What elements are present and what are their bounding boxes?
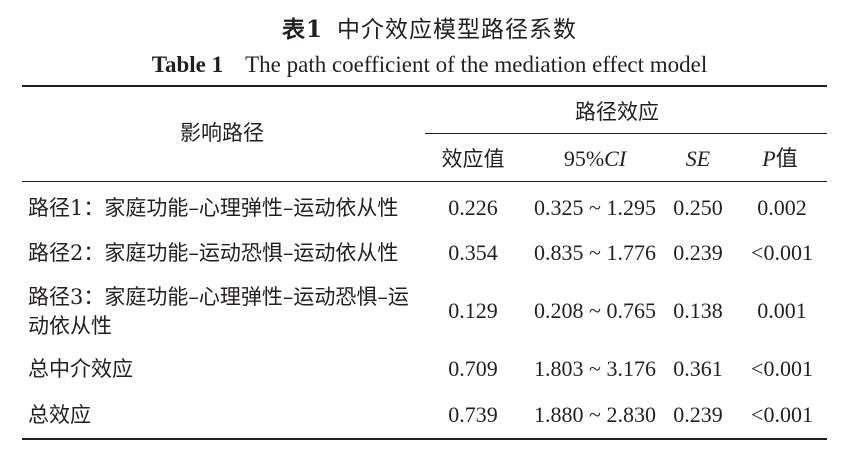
bottom-rule (22, 438, 827, 440)
header-p: P值 (745, 144, 815, 174)
row-4-se: 0.361 (673, 356, 723, 381)
row-1-ci: 0.325 ~ 1.295 (534, 195, 656, 220)
header-effect-value-text: 效应值 (441, 147, 505, 171)
top-rule (22, 85, 827, 87)
row-4-value: 0.709 (448, 356, 498, 381)
row-5-p: <0.001 (751, 402, 813, 427)
row-2-p: <0.001 (751, 240, 813, 265)
row-3-ci: 0.208 ~ 0.765 (534, 298, 656, 323)
header-ci: 95%CI (525, 144, 665, 174)
table-title-cn: 中介效应模型路径系数 (337, 17, 577, 43)
row-5-ci: 1.880 ~ 2.830 (534, 402, 656, 427)
header-effect-group: 路径效应 (575, 100, 659, 124)
row-2-se: 0.239 (673, 240, 723, 265)
table-number-en: Table 1 (151, 52, 224, 77)
header-effect-value: 效应值 (438, 144, 508, 174)
row-4-label: 总中介效应 (28, 357, 133, 381)
row-5-value: 0.739 (448, 402, 498, 427)
row-3-p: 0.001 (757, 298, 807, 323)
row-3-value: 0.129 (448, 298, 498, 323)
row-1-p: 0.002 (757, 195, 807, 220)
header-p-italic: P (762, 146, 776, 171)
row-3-label: 路径3：家庭功能–心理弹性–运动恐惧–运 (28, 285, 409, 309)
header-p-suffix: 值 (775, 146, 798, 171)
header-ci-prefix: 95% (563, 146, 605, 171)
row-2-ci: 0.835 ~ 1.776 (534, 240, 656, 265)
row-1-value: 0.226 (448, 195, 498, 220)
header-path: 影响路径 (180, 121, 264, 145)
row-2-label: 路径2：家庭功能–运动恐惧–运动依从性 (28, 241, 399, 265)
row-3-label-cont: 动依从性 (28, 314, 112, 338)
header-se: SE (685, 146, 711, 171)
header-ci-italic: CI (604, 146, 627, 171)
row-2-value: 0.354 (448, 240, 498, 265)
row-5-se: 0.239 (673, 402, 723, 427)
table-caption-en: Table 1 The path coefficient of the media… (0, 52, 859, 78)
table-number-cn: 表1 (281, 16, 323, 43)
row-4-p: <0.001 (751, 356, 813, 381)
group-rule (425, 133, 827, 134)
row-1-se: 0.250 (673, 195, 723, 220)
table-title-en: The path coefficient of the mediation ef… (245, 52, 708, 77)
header-rule (22, 181, 827, 182)
row-4-ci: 1.803 ~ 3.176 (534, 356, 656, 381)
table-caption-cn: 表1 中介效应模型路径系数 (0, 10, 859, 44)
row-3-se: 0.138 (673, 298, 723, 323)
row-1-label: 路径1：家庭功能–心理弹性–运动依从性 (28, 196, 399, 220)
row-5-label: 总效应 (28, 403, 91, 427)
